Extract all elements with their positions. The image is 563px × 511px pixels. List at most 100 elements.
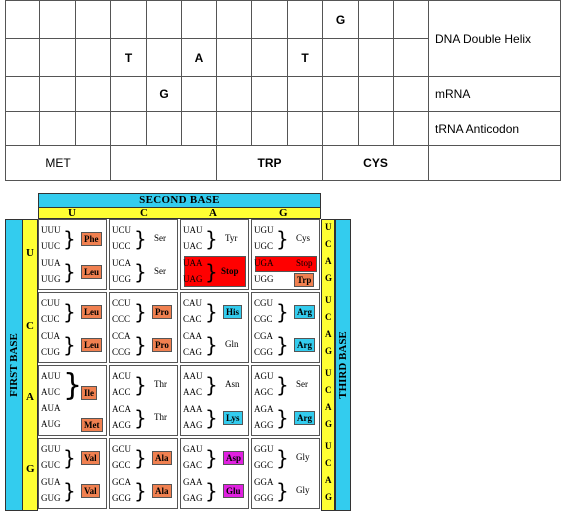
- brace-icon: }: [134, 260, 147, 284]
- codon-list: AUU AUC AUA: [41, 369, 61, 417]
- dna-bottom-strand-cell[interactable]: [75, 38, 111, 77]
- third-base-letter: A: [325, 329, 332, 339]
- codon: UCC: [112, 241, 131, 251]
- mrna-cell[interactable]: [393, 76, 429, 112]
- brace-icon: }: [205, 373, 218, 397]
- mrna-cell[interactable]: [322, 76, 359, 112]
- codon: CGC: [254, 314, 273, 324]
- codon: GGU: [254, 444, 274, 454]
- amino-acid-his: His: [223, 305, 243, 319]
- dna-top-strand-cell[interactable]: [146, 0, 182, 39]
- dna-bottom-strand-cell[interactable]: [216, 38, 252, 77]
- codon: AUC: [41, 387, 61, 397]
- codon: UAU: [183, 225, 203, 235]
- second-base-c: C: [140, 207, 148, 219]
- mrna-cell[interactable]: [181, 76, 217, 112]
- first-base-title: FIRST BASE: [8, 333, 20, 397]
- codon-list: AAA AAG: [183, 402, 203, 434]
- trna-cell[interactable]: [322, 111, 359, 146]
- dna-bottom-strand-cell[interactable]: T: [110, 38, 147, 77]
- dna-top-strand-cell[interactable]: G: [322, 0, 359, 39]
- codon: GUU: [41, 444, 61, 454]
- dna-bottom-strand-cell[interactable]: A: [181, 38, 217, 77]
- brace-icon: }: [134, 227, 147, 251]
- amino-acid-cell[interactable]: MET: [5, 145, 111, 181]
- mrna-cell[interactable]: [39, 76, 76, 112]
- codon-group: AUU AUC AUA} Ile: [41, 369, 105, 417]
- codon-group: UCU UCC} Ser: [112, 223, 176, 255]
- third-base-title: THIRD BASE: [337, 331, 349, 399]
- amino-acid-cell[interactable]: [110, 145, 217, 181]
- brace-icon: }: [276, 373, 289, 397]
- dna-bottom-strand-cell[interactable]: [358, 38, 394, 77]
- dna-top-strand-cell[interactable]: [39, 0, 76, 39]
- codon: GUC: [41, 460, 61, 470]
- trna-cell[interactable]: [110, 111, 147, 146]
- codon-group: AGU AGC} Ser: [254, 369, 318, 401]
- codon-list: UGU UGC: [254, 223, 274, 255]
- mrna-cell[interactable]: [5, 76, 40, 112]
- brace-icon: }: [205, 479, 218, 503]
- dna-bottom-strand-cell[interactable]: T: [287, 38, 323, 77]
- dna-bottom-strand-cell[interactable]: [393, 38, 429, 77]
- amino-acid-phe: Phe: [81, 232, 102, 246]
- mrna-cell[interactable]: [216, 76, 252, 112]
- amino-acid-stop: Stop: [296, 258, 313, 268]
- dna-top-strand-cell[interactable]: [181, 0, 217, 39]
- trna-cell[interactable]: [39, 111, 76, 146]
- dna-top-strand-cell[interactable]: [287, 0, 323, 39]
- amino-acid-cell[interactable]: TRP: [216, 145, 323, 181]
- trna-cell[interactable]: [358, 111, 394, 146]
- codon-group: UUU UUC} Phe: [41, 223, 105, 255]
- codon-group: GCU GCC} Ala: [112, 442, 176, 474]
- amino-acid-cell[interactable]: CYS: [322, 145, 429, 181]
- codon-cell-UA: UAU UAC} Tyr UAA UAG} Stop: [180, 219, 249, 290]
- codon: CGA: [254, 331, 274, 341]
- codon-list: AUG: [41, 417, 61, 433]
- third-base-letter: G: [325, 346, 333, 356]
- dna-bottom-strand-cell[interactable]: [39, 38, 76, 77]
- dna-bottom-strand-cell[interactable]: [251, 38, 288, 77]
- codon-cell-AC: ACU ACC} Thr ACA ACG} Thr: [109, 365, 178, 436]
- trna-cell[interactable]: [251, 111, 288, 146]
- codon: CAU: [183, 298, 203, 308]
- codon: UUU: [41, 225, 61, 235]
- amino-acid-label-blank: [428, 145, 561, 181]
- codon: UCG: [112, 274, 132, 284]
- dna-bottom-strand-cell[interactable]: [322, 38, 359, 77]
- trna-cell[interactable]: [393, 111, 429, 146]
- dna-top-strand-cell[interactable]: [110, 0, 147, 39]
- dna-top-strand-cell[interactable]: [251, 0, 288, 39]
- codon-group: AUG Met: [41, 417, 105, 449]
- third-base-letter: U: [325, 368, 332, 378]
- dna-top-strand-cell[interactable]: [358, 0, 394, 39]
- dna-bottom-strand-cell[interactable]: [146, 38, 182, 77]
- codon: AGG: [254, 420, 274, 430]
- mrna-cell[interactable]: [110, 76, 147, 112]
- trna-cell[interactable]: [5, 111, 40, 146]
- codon: UGG: [254, 274, 274, 284]
- dna-top-strand-cell[interactable]: [393, 0, 429, 39]
- amino-acid-met: Met: [81, 418, 103, 432]
- codon-list: ACU ACC: [112, 369, 131, 401]
- codon-cell-AU: AUU AUC AUA} Ile AUG Met: [38, 365, 107, 436]
- codon-group: GCA GCG} Ala: [112, 475, 176, 507]
- mrna-cell[interactable]: [287, 76, 323, 112]
- dna-top-strand-cell[interactable]: [75, 0, 111, 39]
- dna-top-strand-cell[interactable]: [216, 0, 252, 39]
- trna-cell[interactable]: [287, 111, 323, 146]
- dna-bottom-strand-cell[interactable]: [5, 38, 40, 77]
- trna-cell[interactable]: [75, 111, 111, 146]
- mrna-cell[interactable]: G: [146, 76, 182, 112]
- trna-cell[interactable]: [181, 111, 217, 146]
- mrna-cell[interactable]: [251, 76, 288, 112]
- codon: CUA: [41, 331, 61, 341]
- brace-icon: }: [134, 333, 147, 357]
- codon-group: GAA GAG} Glu: [183, 475, 247, 507]
- mrna-cell[interactable]: [75, 76, 111, 112]
- mrna-cell[interactable]: [358, 76, 394, 112]
- codon-cell-CC: CCU CCC} Pro CCA CCG} Pro: [109, 292, 178, 363]
- trna-cell[interactable]: [216, 111, 252, 146]
- dna-top-strand-cell[interactable]: [5, 0, 40, 39]
- trna-cell[interactable]: [146, 111, 182, 146]
